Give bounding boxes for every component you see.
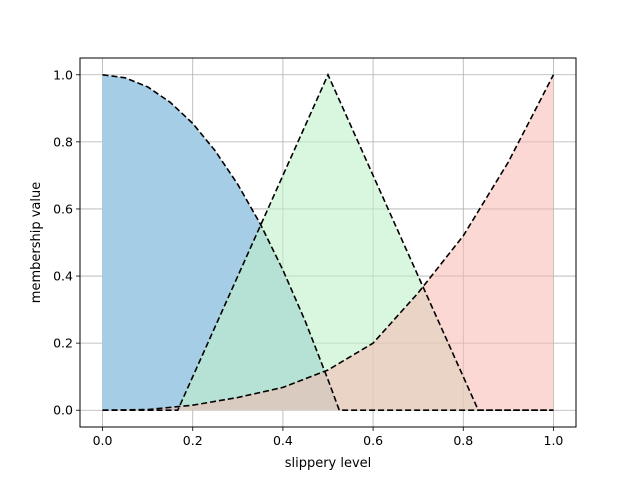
y-axis-label: membership value xyxy=(29,182,44,303)
x-tick-label-0: 0.0 xyxy=(93,433,113,448)
y-tick-label-2: 0.4 xyxy=(53,269,73,284)
x-tick-label-4: 0.8 xyxy=(453,433,473,448)
series-2-line xyxy=(102,72,554,412)
x-axis-label: slippery level xyxy=(285,456,372,471)
x-tick-label-1: 0.2 xyxy=(183,433,203,448)
y-tick-label-5: 1.0 xyxy=(53,67,73,82)
x-tick-label-2: 0.4 xyxy=(273,433,293,448)
series-lines xyxy=(102,72,555,412)
series-2-area xyxy=(102,74,554,411)
y-tick-label-3: 0.6 xyxy=(53,201,73,216)
axis-ticks: 0.0 0.2 0.4 0.6 0.8 1.0 0.0 0.2 0.4 0.6 0.8 1.0 xyxy=(53,67,563,448)
plot-frame xyxy=(79,57,577,428)
series-3-area xyxy=(102,74,554,411)
y-tick-label-4: 0.8 xyxy=(53,134,73,149)
x-tick-label-3: 0.6 xyxy=(363,433,383,448)
series-3-line xyxy=(102,74,555,412)
y-tick-label-1: 0.2 xyxy=(53,336,73,351)
x-tick-label-5: 1.0 xyxy=(544,433,564,448)
y-tick-label-0: 0.0 xyxy=(53,403,73,418)
